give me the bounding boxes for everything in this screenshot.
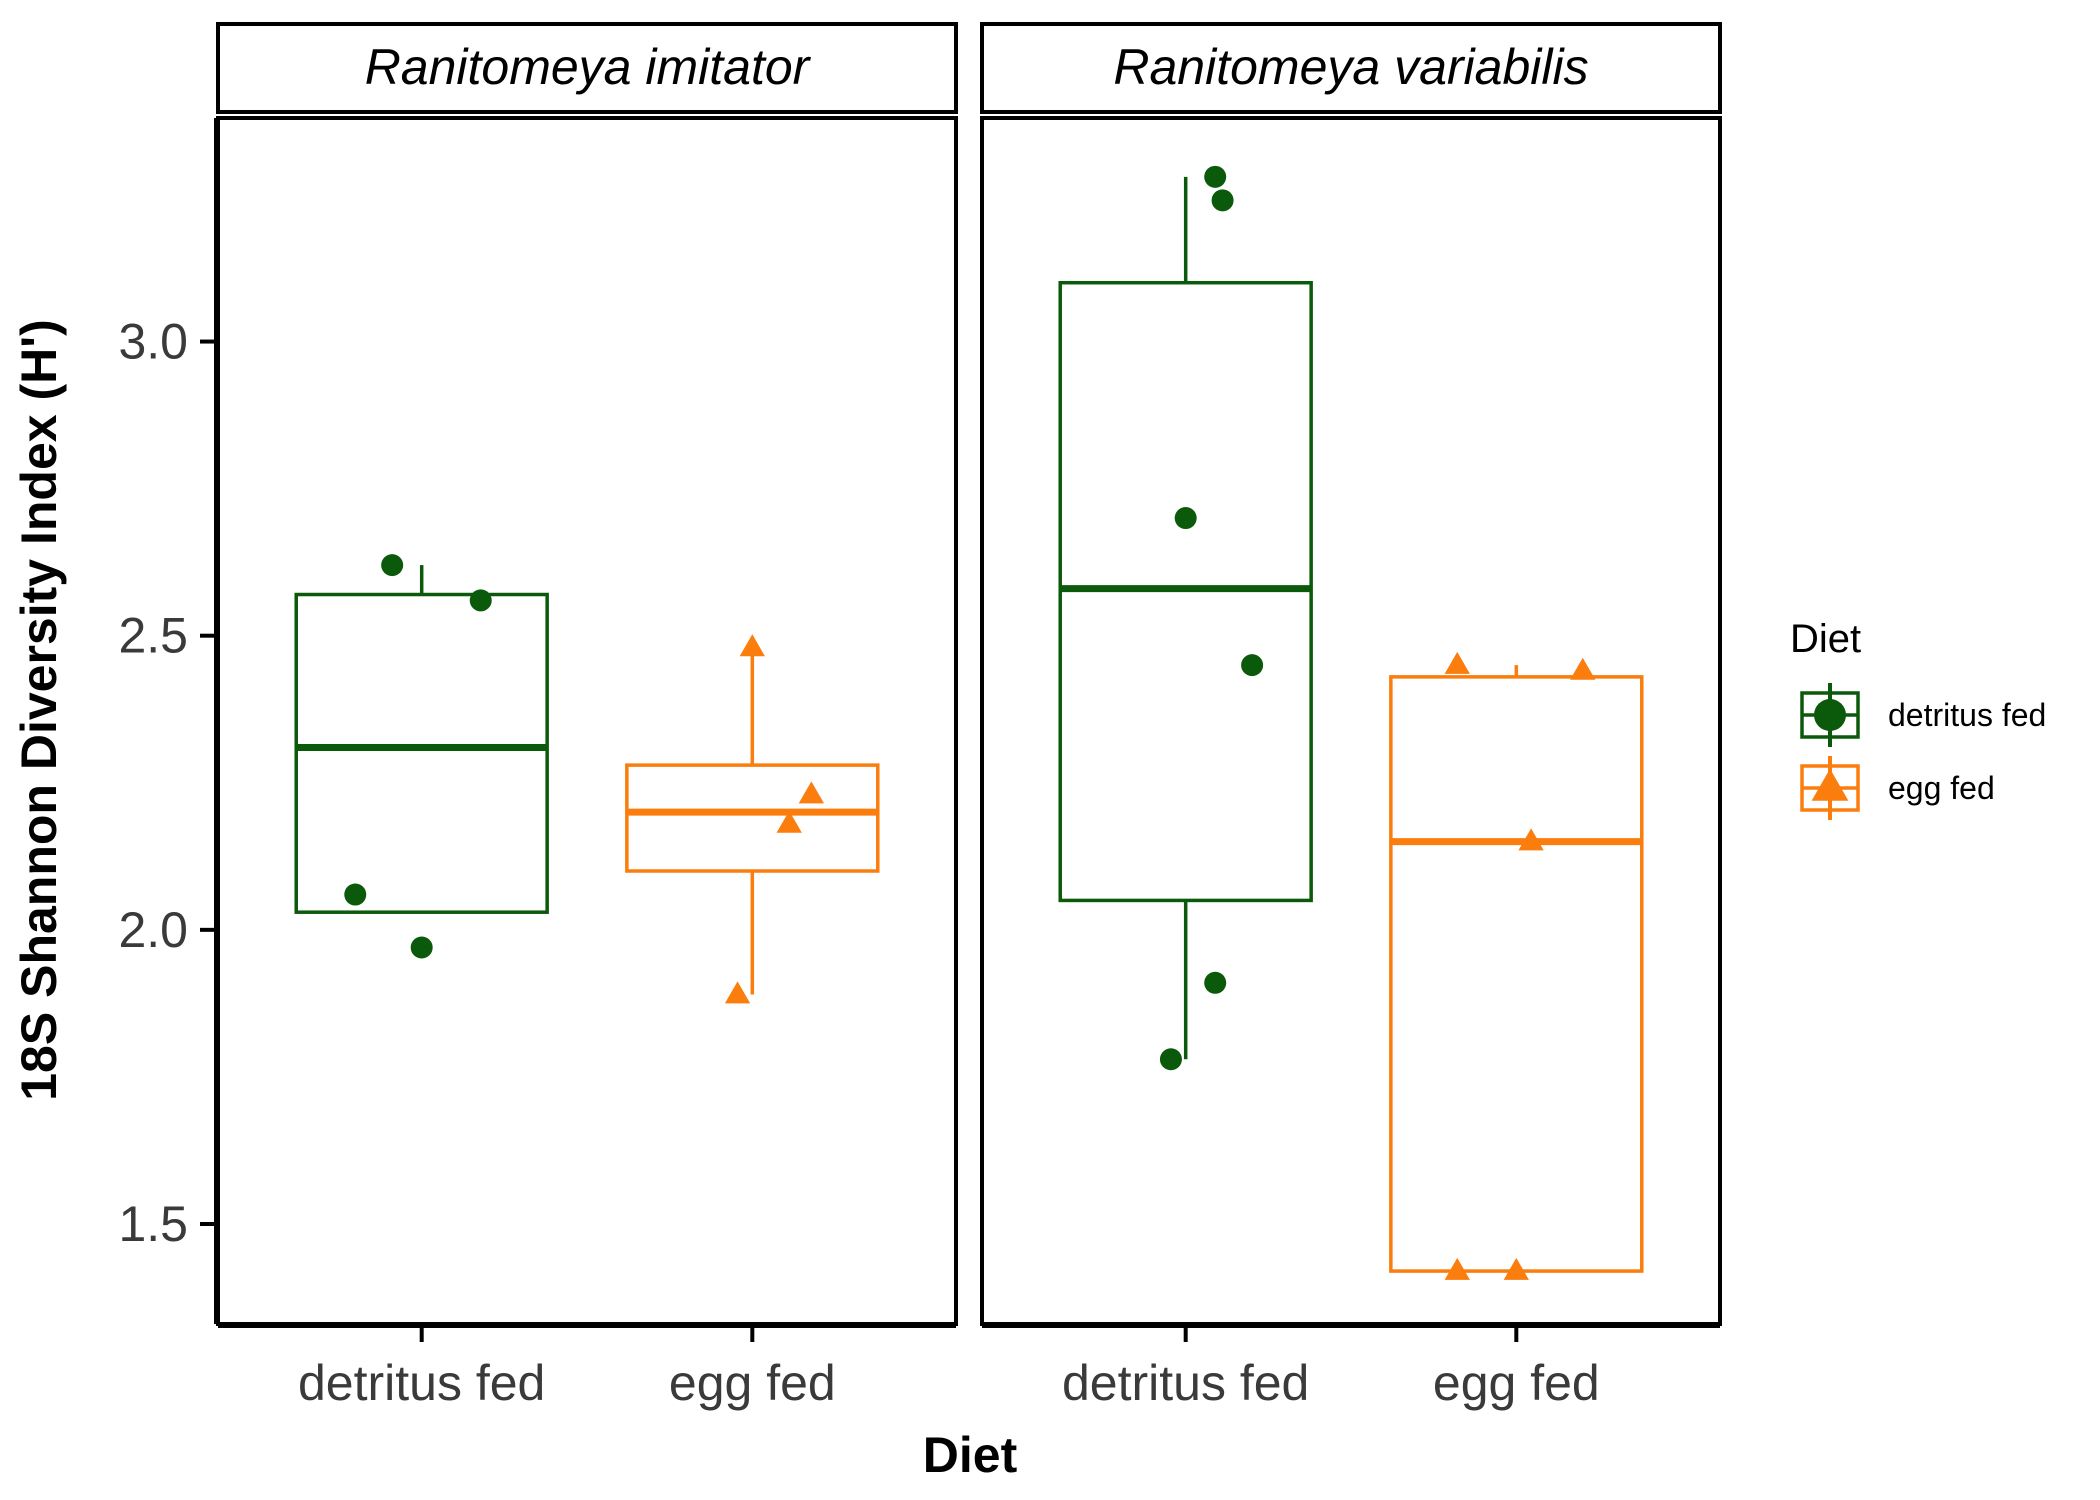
y-tick-label: 2.0 xyxy=(118,902,188,958)
panel-ranitomeya-imitator: Ranitomeya imitator xyxy=(216,22,958,1326)
data-point xyxy=(1444,651,1470,674)
data-point xyxy=(469,589,492,612)
data-point xyxy=(739,634,765,657)
data-point xyxy=(798,781,825,804)
data-point xyxy=(1811,768,1849,801)
data-point xyxy=(1204,165,1227,188)
data-point xyxy=(1518,828,1544,851)
panel-ranitomeya-variabilis: Ranitomeya variabilis xyxy=(980,22,1722,1326)
box-body xyxy=(1389,675,1644,1273)
legend-label: detritus fed xyxy=(1888,697,2046,733)
legend: Diet detritus fed egg fed xyxy=(1790,617,2046,820)
x-axis: detritus fed egg fed detritus fed egg fed xyxy=(218,1324,1720,1411)
panel-marks xyxy=(294,554,880,1004)
legend-label: egg fed xyxy=(1888,770,1995,806)
data-point xyxy=(1211,189,1234,212)
data-point xyxy=(1159,1048,1182,1071)
x-tick-label: detritus fed xyxy=(298,1355,545,1411)
data-point xyxy=(1503,1257,1529,1280)
data-point xyxy=(1241,654,1264,677)
panel-title: Ranitomeya imitator xyxy=(365,39,812,95)
data-point xyxy=(1174,507,1197,530)
data-point xyxy=(344,883,367,906)
y-axis-title: 18S Shannon Diversity Index (H') xyxy=(11,319,67,1101)
box-body xyxy=(625,763,880,873)
x-tick-label: egg fed xyxy=(1433,1355,1600,1411)
legend-key xyxy=(1800,683,1860,747)
x-tick-label: detritus fed xyxy=(1062,1355,1309,1411)
y-tick-label: 2.5 xyxy=(118,608,188,664)
panel-title: Ranitomeya variabilis xyxy=(1113,39,1588,95)
data-point xyxy=(1814,699,1846,731)
y-axis: 1.5 2.0 2.5 3.0 xyxy=(118,118,218,1324)
data-point xyxy=(381,554,404,577)
panel-strip xyxy=(980,22,1722,114)
box-body xyxy=(294,592,549,914)
panel-strip xyxy=(216,22,958,114)
data-point xyxy=(410,936,433,959)
panel-marks xyxy=(1058,165,1644,1280)
data-point xyxy=(1204,971,1227,994)
data-point xyxy=(776,810,802,833)
y-tick-label: 3.0 xyxy=(118,314,188,370)
legend-title: Diet xyxy=(1790,617,1861,661)
y-tick-label: 1.5 xyxy=(118,1196,188,1252)
data-point xyxy=(1444,1257,1470,1280)
legend-key xyxy=(1800,756,1860,820)
x-axis-title: Diet xyxy=(923,1427,1018,1483)
x-tick-label: egg fed xyxy=(669,1355,836,1411)
data-point xyxy=(724,981,751,1004)
data-point xyxy=(1570,657,1596,680)
